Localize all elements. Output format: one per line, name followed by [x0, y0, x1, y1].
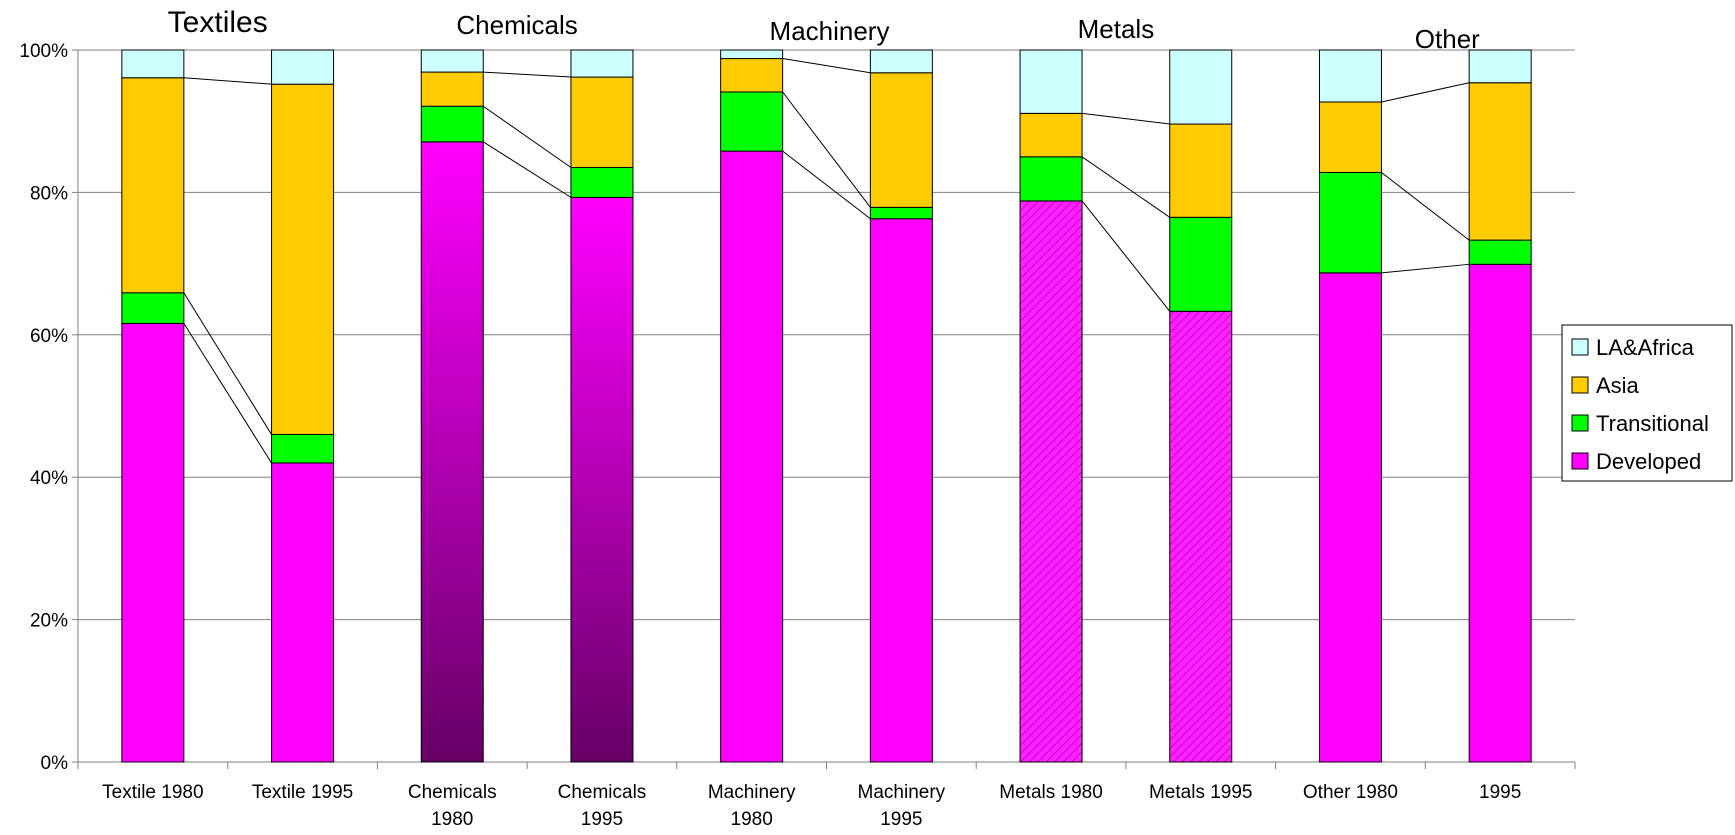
bar-segment-transitional — [1169, 216, 1233, 312]
x-tick-label: 1995 — [581, 809, 623, 830]
legend-swatch — [1571, 452, 1589, 470]
bar-segment-la-africa — [1318, 49, 1382, 103]
x-tick-label: Textile 1995 — [252, 782, 353, 803]
bar-segment-developed — [720, 150, 784, 763]
y-tick-label: 100% — [19, 41, 68, 62]
bar-segment-transitional — [420, 105, 484, 143]
legend-box — [1561, 324, 1733, 482]
bar-segment-transitional — [1468, 239, 1532, 265]
legend: LA&Africa Asia Transitional Developed — [1561, 324, 1733, 482]
bar-segment-asia — [271, 83, 335, 435]
x-tick-label: Metals 1980 — [999, 782, 1103, 803]
legend-swatch — [1571, 414, 1589, 432]
y-tick-label: 60% — [30, 326, 68, 347]
x-tick-label: Machinery — [858, 782, 946, 803]
connector-line — [1381, 172, 1470, 241]
group-titles: Textiles Chemicals Machinery Metals Other — [168, 6, 1480, 54]
bar-segment-asia — [720, 58, 784, 93]
bar-segment-transitional — [570, 166, 634, 198]
connector-line — [183, 77, 272, 85]
bar-segment-transitional — [869, 206, 933, 220]
connector-line — [1381, 263, 1470, 274]
connector-line — [183, 292, 272, 435]
group-title: Other — [1415, 24, 1480, 54]
bar-segment-asia — [121, 77, 185, 294]
bar-segment-transitional — [1019, 156, 1083, 202]
x-tick-label: Machinery — [708, 782, 796, 803]
bar-segment-la-africa — [869, 49, 933, 74]
group-title: Metals — [1078, 14, 1155, 44]
bar-segment-asia — [1318, 101, 1382, 173]
y-tick-label: 40% — [30, 468, 68, 489]
y-tick-label: 0% — [41, 753, 69, 774]
connector-line — [1081, 200, 1171, 312]
bar-segment-asia — [1169, 123, 1233, 218]
bar-segment-asia — [420, 71, 484, 107]
connector-line — [1081, 112, 1170, 125]
bar-segment-la-africa — [271, 49, 335, 85]
connector-line — [782, 58, 871, 74]
bar-segment-developed — [271, 462, 335, 763]
connector-line — [482, 105, 572, 168]
bar-segment-la-africa — [1169, 49, 1233, 125]
bar-segment-developed — [1019, 200, 1083, 763]
bar-segment-la-africa — [1019, 49, 1083, 114]
group-title: Chemicals — [456, 10, 577, 40]
connector-lines — [183, 58, 1470, 464]
y-tick-label: 20% — [30, 611, 68, 632]
bar-segment-asia — [1019, 112, 1083, 158]
connector-line — [1381, 82, 1470, 103]
x-tick-label: Chemicals — [558, 782, 647, 803]
legend-label: LA&Africa — [1596, 335, 1695, 360]
bar-segment-developed — [1318, 272, 1382, 763]
x-tick-label: Other 1980 — [1303, 782, 1398, 803]
connector-line — [183, 323, 272, 464]
x-tick-label: 1980 — [731, 809, 773, 830]
axes: 0% 20% 40% 60% 80% 100% Textile 1980 Textile 19… — [19, 41, 1576, 830]
bar-segment-transitional — [121, 292, 185, 324]
bar-segment-developed — [420, 141, 484, 763]
bar-segment-developed — [1169, 310, 1233, 763]
x-tick-label: Textile 1980 — [102, 782, 203, 803]
x-tick-label: Chemicals — [408, 782, 497, 803]
connector-line — [1081, 156, 1171, 218]
group-title: Textiles — [168, 6, 268, 39]
bar-segment-asia — [1468, 82, 1532, 241]
group-title: Machinery — [770, 16, 890, 46]
bar-segment-transitional — [1318, 171, 1382, 274]
connector-line — [482, 141, 572, 198]
bar-segment-developed — [570, 196, 634, 763]
bar-segment-developed — [1468, 263, 1532, 763]
bar-segment-la-africa — [720, 49, 784, 60]
bar-segment-la-africa — [1468, 49, 1532, 84]
legend-label: Developed — [1596, 449, 1701, 474]
bar-segment-la-africa — [121, 49, 185, 79]
bar-segment-la-africa — [420, 49, 484, 73]
bar-segment-asia — [570, 76, 634, 168]
x-tick-label: 1980 — [431, 809, 473, 830]
bar-segment-asia — [869, 72, 933, 208]
connector-line — [782, 91, 871, 208]
x-tick-label: Metals 1995 — [1149, 782, 1253, 803]
bar-segment-la-africa — [570, 49, 634, 78]
legend-swatch — [1571, 338, 1589, 356]
legend-label: Transitional — [1596, 411, 1709, 436]
bars — [121, 49, 1532, 763]
bar-segment-transitional — [271, 433, 335, 464]
connector-line — [483, 71, 571, 78]
connector-line — [782, 150, 871, 220]
x-tick-label: 1995 — [1479, 782, 1521, 803]
y-tick-label: 80% — [30, 183, 68, 204]
bar-segment-developed — [869, 218, 933, 763]
bar-segment-developed — [121, 322, 185, 763]
legend-label: Asia — [1596, 373, 1640, 398]
legend-swatch — [1571, 376, 1589, 394]
x-tick-label: 1995 — [880, 809, 922, 830]
bar-segment-transitional — [720, 91, 784, 152]
